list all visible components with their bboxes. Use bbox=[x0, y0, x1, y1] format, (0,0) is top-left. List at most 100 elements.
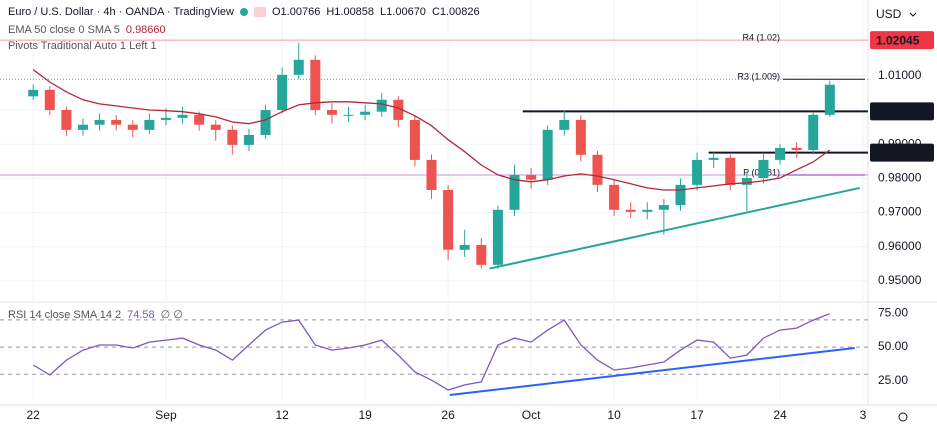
candle-body bbox=[127, 124, 138, 130]
candle-body bbox=[459, 244, 470, 250]
trendline bbox=[449, 347, 855, 396]
ohlc-close: C1.00826 bbox=[431, 6, 480, 18]
price-badge-label: 1.02045 bbox=[876, 33, 920, 47]
rsi-tick-label: 50.00 bbox=[878, 339, 908, 353]
price-badge bbox=[870, 102, 934, 121]
candle-body bbox=[658, 205, 669, 210]
y-tick-label: 1.01000 bbox=[878, 68, 922, 82]
candle-body bbox=[708, 157, 719, 160]
candle-body bbox=[94, 119, 105, 125]
price-badge-label: 0.98754 bbox=[876, 146, 920, 160]
candle-body bbox=[741, 178, 752, 185]
candle-body bbox=[28, 89, 39, 97]
x-tick-label: 12 bbox=[275, 408, 289, 422]
candle-body bbox=[144, 119, 155, 130]
x-tick-label: 22 bbox=[27, 408, 41, 422]
candle-body bbox=[443, 189, 454, 250]
pivots-legend: Pivots Traditional Auto 1 Left 1 bbox=[8, 40, 157, 52]
ema-line bbox=[32, 69, 831, 191]
rsi-line bbox=[32, 313, 831, 391]
x-tick-label: 3 bbox=[860, 408, 867, 422]
candle-body bbox=[758, 159, 769, 179]
ema-legend: EMA 50 close 0 SMA 5 0.98660 bbox=[8, 24, 166, 36]
rsi-tick-label: 75.00 bbox=[878, 305, 908, 319]
candle-body bbox=[791, 147, 802, 150]
y-tick-label: 0.97000 bbox=[878, 205, 922, 219]
rsi-name: RSI 14 close SMA 14 2 bbox=[8, 308, 122, 321]
candle-body bbox=[526, 174, 537, 180]
y-tick-label: 0.96000 bbox=[878, 239, 922, 253]
x-tick-label: Sep bbox=[155, 408, 177, 422]
candle-body bbox=[393, 99, 404, 120]
candle-body bbox=[260, 110, 271, 135]
currency-label: USD bbox=[876, 7, 902, 21]
candle-body bbox=[160, 117, 171, 120]
price-badge bbox=[870, 143, 934, 162]
candle-body bbox=[409, 119, 420, 160]
candle-body bbox=[675, 184, 686, 206]
candle-body bbox=[177, 114, 188, 118]
x-tick-label: 24 bbox=[773, 408, 787, 422]
rsi-tick-label: 25.00 bbox=[878, 373, 908, 387]
x-tick-label: 17 bbox=[690, 408, 704, 422]
ohlc-low: L1.00670 bbox=[380, 6, 426, 18]
settings-icon[interactable] bbox=[898, 412, 908, 422]
candle-body bbox=[559, 119, 570, 130]
candle-body bbox=[61, 110, 72, 130]
candle-body bbox=[194, 114, 205, 125]
candle-body bbox=[426, 159, 437, 190]
trendline bbox=[489, 186, 860, 270]
ohlc-open: O1.00766 bbox=[272, 6, 321, 18]
candle-body bbox=[692, 159, 703, 185]
price-badge-label: 0.99961 bbox=[876, 105, 920, 119]
candle-body bbox=[343, 114, 354, 116]
candle-body bbox=[243, 134, 254, 145]
currency-caret bbox=[909, 12, 917, 17]
candle-body bbox=[625, 209, 636, 212]
candle-body bbox=[77, 124, 88, 130]
candle-body bbox=[227, 129, 238, 145]
candle-body bbox=[725, 157, 736, 185]
price-axis-bg bbox=[868, 0, 937, 445]
candle-body bbox=[326, 110, 337, 115]
rsi-value: 74.58 bbox=[127, 308, 155, 321]
ema-value: 0.98660 bbox=[125, 24, 166, 36]
candle-body bbox=[476, 244, 487, 265]
pivots-name: Pivots Traditional Auto 1 Left 1 bbox=[8, 40, 157, 52]
x-tick-label: 19 bbox=[358, 408, 372, 422]
candle-body bbox=[592, 154, 603, 185]
header-row: Euro / U.S. Dollar · 4h · OANDA · Tradin… bbox=[8, 6, 480, 18]
candle-body bbox=[210, 124, 221, 130]
candle-body bbox=[111, 119, 122, 125]
candle-body bbox=[293, 59, 304, 75]
candle-body bbox=[775, 147, 786, 160]
status-icon bbox=[254, 7, 266, 17]
price-badge bbox=[870, 31, 934, 50]
candle-body bbox=[277, 74, 288, 111]
x-tick-label: Oct bbox=[522, 408, 541, 422]
candle-body bbox=[360, 111, 371, 115]
candle-body bbox=[44, 89, 55, 111]
pivot-label: R4 (1.02) bbox=[742, 33, 780, 43]
candle-body bbox=[642, 209, 653, 212]
candle-body bbox=[575, 119, 586, 155]
y-tick-label: 0.98000 bbox=[878, 171, 922, 185]
candle-body bbox=[310, 59, 321, 111]
y-tick-label: 0.95000 bbox=[878, 273, 922, 287]
candle-body bbox=[824, 84, 835, 115]
candle-body bbox=[542, 129, 553, 180]
pivot-label: R3 (1.009) bbox=[737, 72, 780, 82]
x-tick-label: 26 bbox=[441, 408, 455, 422]
chart-title: Euro / U.S. Dollar · 4h · OANDA · Tradin… bbox=[8, 6, 234, 18]
rsi-extra: ∅ ∅ bbox=[160, 309, 183, 321]
candle-body bbox=[609, 184, 620, 210]
rsi-legend: RSI 14 close SMA 14 2 74.58 ∅ ∅ bbox=[8, 308, 183, 322]
ohlc-high: H1.00858 bbox=[326, 6, 375, 18]
candle-body bbox=[808, 114, 819, 150]
x-tick-label: 10 bbox=[607, 408, 621, 422]
status-dot bbox=[240, 8, 248, 16]
candle-body bbox=[509, 174, 520, 210]
candle-body bbox=[376, 99, 387, 112]
